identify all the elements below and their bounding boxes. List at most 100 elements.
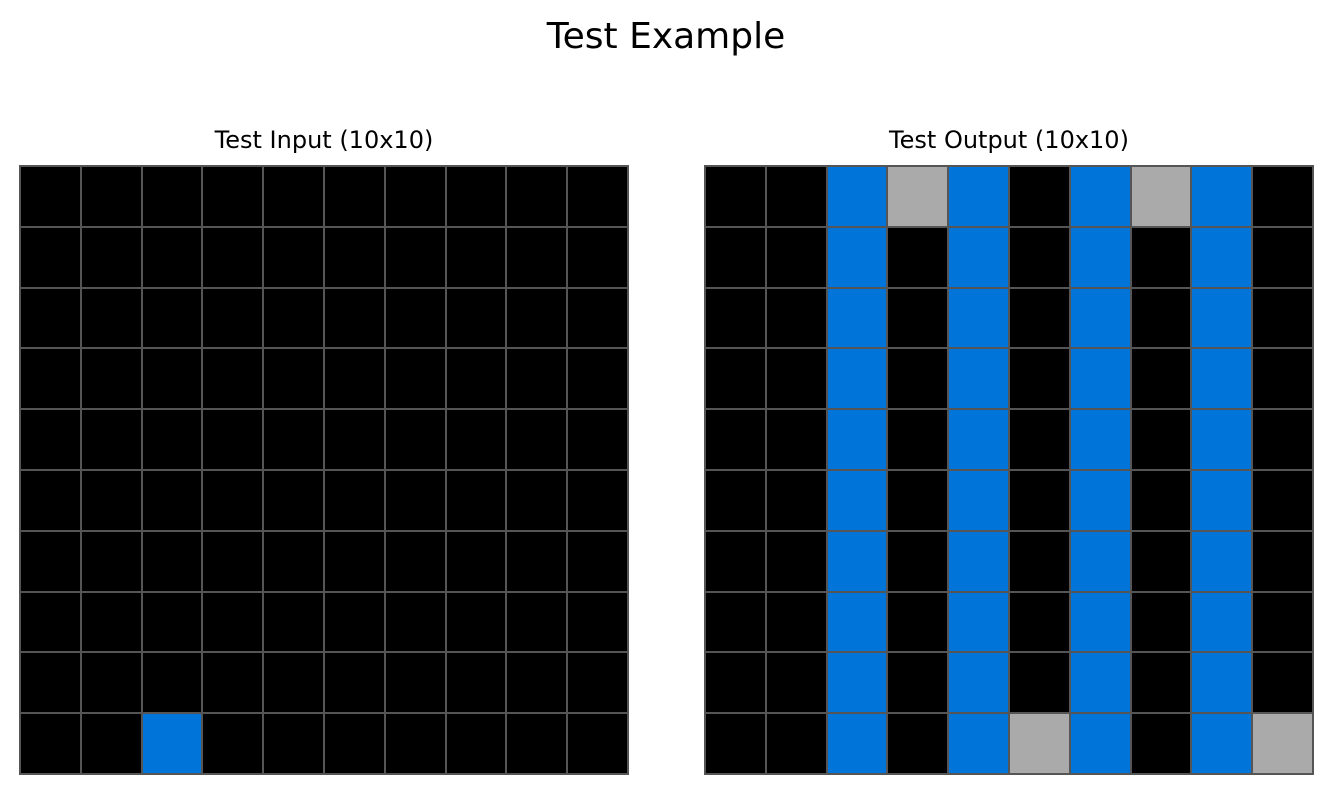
input-cell-r0-c4 xyxy=(264,167,323,226)
input-cell-r1-c6 xyxy=(385,227,445,287)
output-cell-r7-c5 xyxy=(1009,592,1069,652)
output-cell-r7-c1 xyxy=(766,592,826,652)
output-cell-r4-c0 xyxy=(706,410,765,469)
output-cell-r4-c4 xyxy=(949,410,1008,469)
output-cell-r8-c1 xyxy=(766,653,826,713)
input-cell-r5-c6 xyxy=(385,470,445,530)
output-cell-r5-c1 xyxy=(766,470,826,530)
output-cell-r5-c6 xyxy=(1070,470,1130,530)
input-cell-r2-c1 xyxy=(81,288,141,348)
input-cell-r7-c8 xyxy=(507,592,567,652)
input-cell-r1-c2 xyxy=(142,227,202,287)
output-cell-r4-c7 xyxy=(1131,410,1191,469)
input-cell-r6-c9 xyxy=(568,531,627,591)
input-cell-r9-c9 xyxy=(568,714,627,773)
output-cell-r9-c5 xyxy=(1009,714,1069,773)
output-cell-r2-c7 xyxy=(1131,288,1191,348)
input-cell-r5-c9 xyxy=(568,470,627,530)
input-cell-r3-c8 xyxy=(507,349,567,409)
input-cell-r9-c3 xyxy=(203,714,263,773)
output-cell-r2-c0 xyxy=(706,288,765,348)
test-output-panel: Test Output (10x10) xyxy=(704,120,1314,775)
output-cell-r5-c9 xyxy=(1253,470,1312,530)
input-cell-r3-c1 xyxy=(81,349,141,409)
output-cell-r8-c3 xyxy=(888,653,948,713)
output-cell-r5-c4 xyxy=(949,470,1008,530)
input-cell-r2-c8 xyxy=(507,288,567,348)
input-cell-r0-c6 xyxy=(385,167,445,226)
input-cell-r6-c1 xyxy=(81,531,141,591)
input-cell-r9-c1 xyxy=(81,714,141,773)
output-cell-r2-c5 xyxy=(1009,288,1069,348)
input-cell-r2-c9 xyxy=(568,288,627,348)
input-cell-r5-c4 xyxy=(264,470,323,530)
input-cell-r6-c6 xyxy=(385,531,445,591)
output-cell-r2-c4 xyxy=(949,288,1008,348)
input-cell-r1-c7 xyxy=(446,227,506,287)
output-cell-r6-c3 xyxy=(888,531,948,591)
output-cell-r0-c5 xyxy=(1009,167,1069,226)
output-cell-r9-c3 xyxy=(888,714,948,773)
input-cell-r8-c7 xyxy=(446,653,506,713)
output-cell-r7-c2 xyxy=(827,592,887,652)
input-cell-r2-c2 xyxy=(142,288,202,348)
input-cell-r5-c5 xyxy=(324,470,384,530)
output-cell-r3-c4 xyxy=(949,349,1008,409)
input-cell-r5-c7 xyxy=(446,470,506,530)
input-cell-r9-c5 xyxy=(324,714,384,773)
input-cell-r1-c1 xyxy=(81,227,141,287)
input-cell-r5-c0 xyxy=(21,470,80,530)
input-cell-r6-c2 xyxy=(142,531,202,591)
output-cell-r1-c6 xyxy=(1070,227,1130,287)
test-output-grid xyxy=(704,165,1314,775)
input-cell-r6-c4 xyxy=(264,531,323,591)
output-cell-r6-c8 xyxy=(1192,531,1252,591)
input-cell-r0-c1 xyxy=(81,167,141,226)
output-cell-r0-c9 xyxy=(1253,167,1312,226)
input-cell-r7-c5 xyxy=(324,592,384,652)
input-cell-r8-c4 xyxy=(264,653,323,713)
input-cell-r2-c0 xyxy=(21,288,80,348)
output-cell-r5-c8 xyxy=(1192,470,1252,530)
output-cell-r5-c3 xyxy=(888,470,948,530)
output-cell-r6-c9 xyxy=(1253,531,1312,591)
output-cell-r3-c7 xyxy=(1131,349,1191,409)
output-cell-r3-c3 xyxy=(888,349,948,409)
input-cell-r0-c3 xyxy=(203,167,263,226)
output-cell-r6-c6 xyxy=(1070,531,1130,591)
input-cell-r5-c8 xyxy=(507,470,567,530)
input-cell-r7-c7 xyxy=(446,592,506,652)
input-cell-r1-c5 xyxy=(324,227,384,287)
output-cell-r1-c2 xyxy=(827,227,887,287)
input-cell-r1-c8 xyxy=(507,227,567,287)
input-cell-r2-c6 xyxy=(385,288,445,348)
input-cell-r2-c4 xyxy=(264,288,323,348)
output-cell-r8-c6 xyxy=(1070,653,1130,713)
input-cell-r8-c3 xyxy=(203,653,263,713)
output-cell-r9-c1 xyxy=(766,714,826,773)
input-cell-r7-c4 xyxy=(264,592,323,652)
input-cell-r8-c9 xyxy=(568,653,627,713)
input-cell-r0-c8 xyxy=(507,167,567,226)
input-cell-r9-c2 xyxy=(142,714,202,773)
input-cell-r8-c0 xyxy=(21,653,80,713)
output-cell-r6-c0 xyxy=(706,531,765,591)
output-cell-r2-c6 xyxy=(1070,288,1130,348)
input-cell-r0-c5 xyxy=(324,167,384,226)
input-cell-r3-c2 xyxy=(142,349,202,409)
output-cell-r4-c5 xyxy=(1009,410,1069,469)
output-cell-r0-c7 xyxy=(1131,167,1191,226)
output-cell-r3-c1 xyxy=(766,349,826,409)
output-cell-r9-c0 xyxy=(706,714,765,773)
output-cell-r7-c3 xyxy=(888,592,948,652)
output-cell-r0-c3 xyxy=(888,167,948,226)
output-cell-r7-c8 xyxy=(1192,592,1252,652)
output-cell-r5-c0 xyxy=(706,470,765,530)
output-cell-r7-c9 xyxy=(1253,592,1312,652)
output-cell-r9-c8 xyxy=(1192,714,1252,773)
output-cell-r6-c7 xyxy=(1131,531,1191,591)
input-cell-r4-c6 xyxy=(385,410,445,469)
output-cell-r2-c9 xyxy=(1253,288,1312,348)
output-cell-r8-c4 xyxy=(949,653,1008,713)
input-cell-r3-c3 xyxy=(203,349,263,409)
